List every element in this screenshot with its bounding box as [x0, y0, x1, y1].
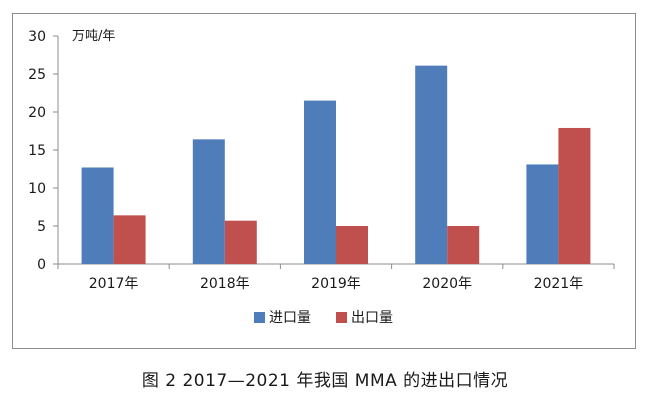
bar-import: [526, 164, 559, 264]
bar-chart: 0 5 10 15 20 25 30 2017年 2018年 2019年 2020年 2021年 万…: [28, 29, 615, 326]
bar-export: [336, 226, 368, 264]
legend-label: 出口量: [351, 310, 393, 326]
x-tick-label: 2018年: [200, 276, 250, 292]
legend-swatch: [336, 312, 347, 323]
x-tick-label: 2020年: [422, 276, 472, 292]
bar-import: [304, 100, 336, 264]
bar-import: [81, 167, 114, 264]
y-tick-label: 25: [28, 67, 46, 83]
y-tick-label: 20: [28, 105, 46, 121]
y-tick-label: 10: [28, 181, 46, 197]
bar-export: [558, 127, 591, 265]
legend: 进口量 出口量: [254, 310, 393, 326]
bar-import: [415, 65, 448, 264]
x-tick-label: 2019年: [311, 276, 361, 292]
figure-caption: 图 2 2017—2021 年我国 MMA 的进出口情况: [141, 371, 509, 391]
bar-export: [447, 226, 480, 264]
legend-label: 进口量: [269, 310, 311, 326]
legend-swatch: [254, 312, 265, 323]
y-tick-label: 30: [28, 29, 46, 45]
y-unit-label: 万吨/年: [72, 29, 115, 44]
x-axis-ticks: 2017年 2018年 2019年 2020年 2021年: [57, 264, 615, 292]
bar-export: [224, 220, 257, 264]
bar-export: [113, 215, 146, 264]
y-tick-label: 15: [28, 143, 46, 159]
x-tick-label: 2021年: [534, 276, 584, 292]
x-tick-label: 2017年: [89, 276, 139, 292]
y-tick-label: 5: [37, 219, 46, 235]
bar-import: [192, 139, 225, 264]
bars: [81, 65, 591, 265]
y-axis-ticks: 0 5 10 15 20 25 30: [28, 29, 58, 273]
y-tick-label: 0: [37, 257, 46, 273]
